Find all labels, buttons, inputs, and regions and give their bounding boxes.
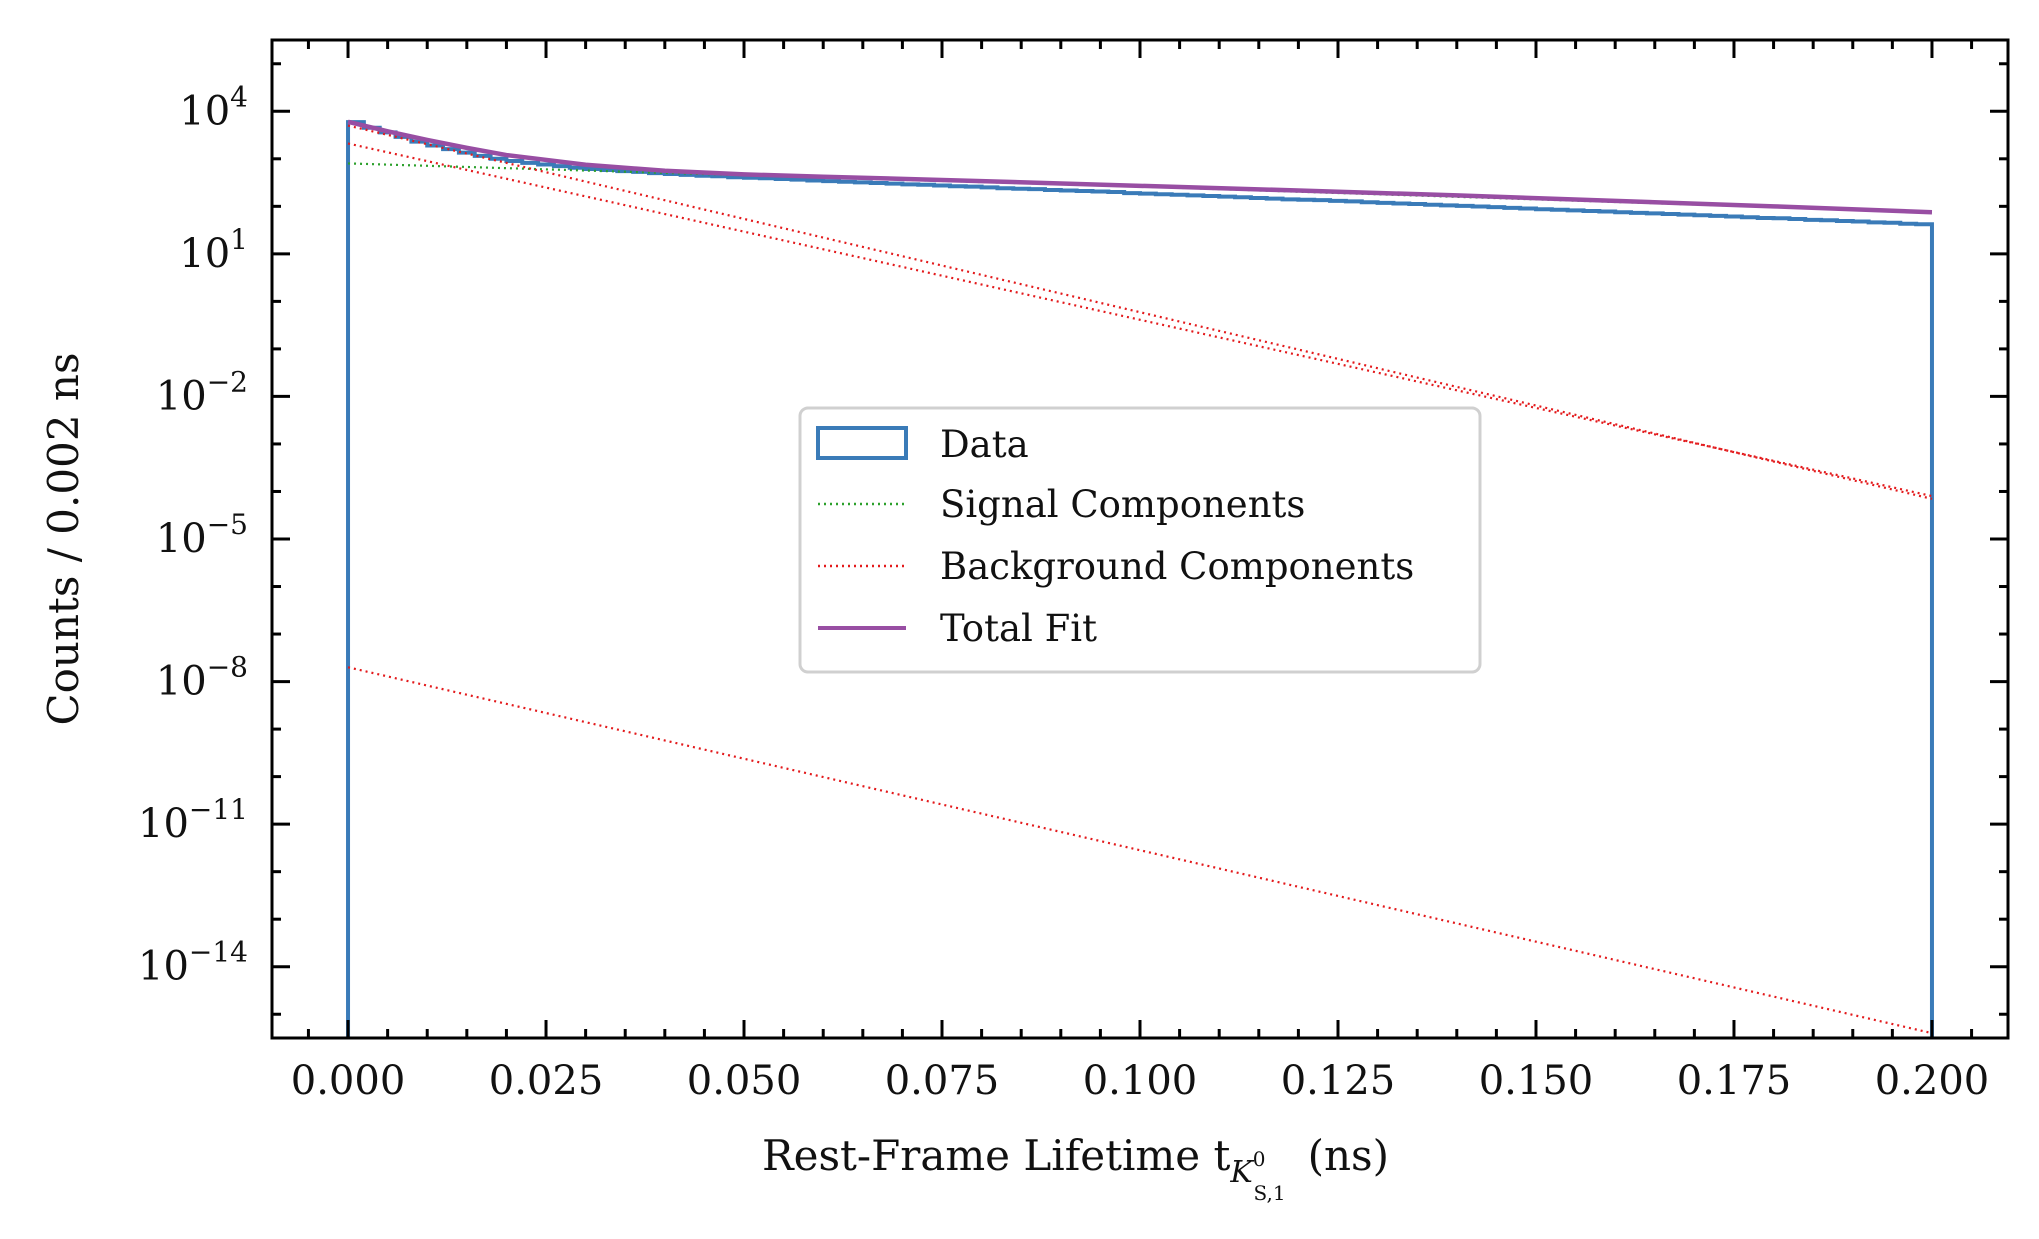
x-tick-label: 0.025 — [489, 1058, 604, 1104]
plot-area — [346, 119, 1934, 1038]
legend: Data Signal Components Background Compon… — [798, 406, 1482, 674]
legend-label-signal: Signal Components — [940, 483, 1305, 526]
x-axis-title-main: Rest-Frame Lifetime t — [762, 1131, 1230, 1180]
x-tick-label: 0.000 — [291, 1058, 406, 1104]
y-tick-label: 101 — [179, 223, 248, 277]
series-line-0 — [347, 119, 1933, 215]
x-tick-label: 0.125 — [1281, 1058, 1396, 1104]
x-tick-label: 0.050 — [687, 1058, 802, 1104]
y-tick-label: 10−8 — [156, 651, 248, 705]
legend-label-total-fit: Total Fit — [940, 607, 1097, 650]
y-tick-label: 10−2 — [156, 365, 248, 419]
x-axis-title-unit: (ns) — [1308, 1131, 1389, 1180]
x-tick-label: 0.100 — [1083, 1058, 1198, 1104]
y-tick-label: 10−14 — [138, 936, 248, 990]
x-axis-title-subsup: 0 — [1253, 1147, 1266, 1171]
x-tick-label: 0.200 — [1875, 1058, 1990, 1104]
y-tick-label: 104 — [179, 80, 248, 134]
x-axis-title: Rest-Frame Lifetime tK0 S,1 (ns) — [762, 1131, 1389, 1205]
x-tick-label: 0.150 — [1479, 1058, 1594, 1104]
x-tick-label: 0.075 — [885, 1058, 1000, 1104]
series-line-2 — [347, 124, 1933, 500]
y-tick-label: 10−5 — [156, 508, 248, 562]
series-line-3 — [347, 142, 1933, 498]
legend-label-data: Data — [940, 423, 1029, 466]
y-axis-title: Counts / 0.002 ns — [39, 353, 88, 726]
x-axis-title-subsub: S,1 — [1254, 1181, 1286, 1205]
plot-frame — [270, 38, 2010, 1040]
legend-box — [798, 406, 1482, 674]
y-tick-label: 10−11 — [138, 793, 248, 847]
series-line-4 — [347, 666, 1933, 1035]
x-axis-title-sub: K — [1229, 1155, 1254, 1190]
legend-swatch-data — [816, 426, 908, 460]
x-tick-label: 0.175 — [1677, 1058, 1792, 1104]
legend-label-background: Background Components — [940, 545, 1414, 588]
data-histogram — [346, 120, 1934, 1038]
